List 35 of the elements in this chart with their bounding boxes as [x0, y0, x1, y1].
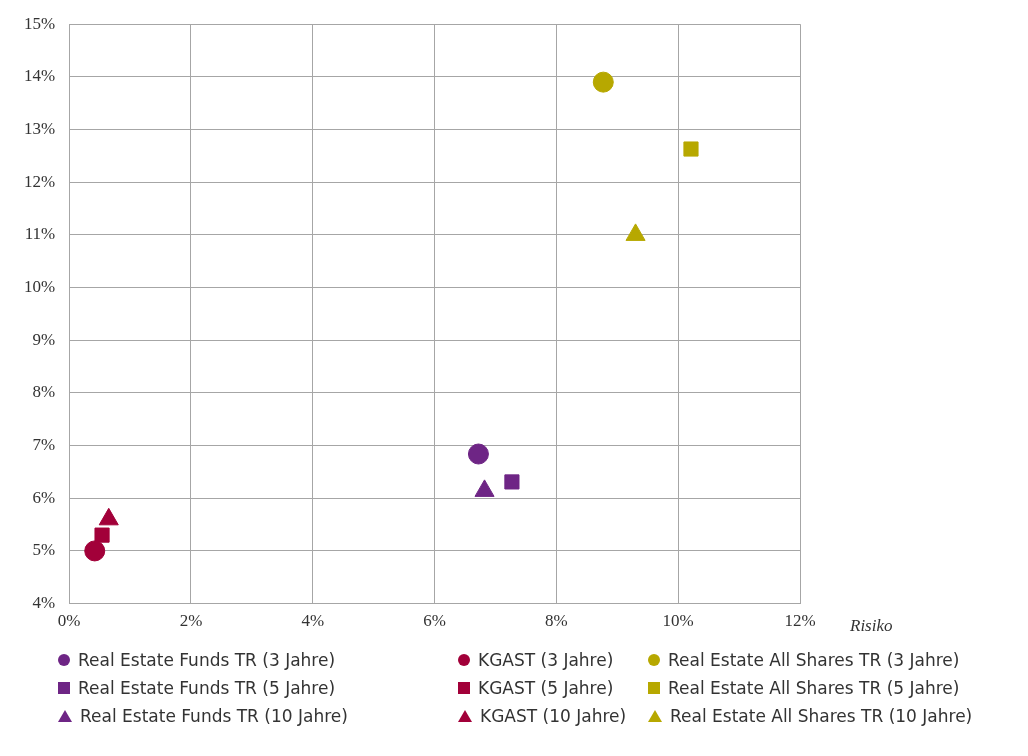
legend-label: Real Estate All Shares TR (5 Jahre) — [668, 678, 960, 698]
y-tick-label: 15% — [23, 13, 56, 33]
y-tick-label: 12% — [23, 171, 56, 191]
y-tick-label: 9% — [32, 329, 56, 349]
x-axis-title: Risiko — [849, 615, 893, 635]
legend-label: Real Estate Funds TR (3 Jahre) — [78, 650, 336, 670]
x-tick-label: 10% — [662, 611, 694, 631]
point — [467, 443, 489, 465]
point — [84, 540, 106, 562]
legend-label: Real Estate All Shares TR (10 Jahre) — [670, 706, 973, 726]
x-tick-label: 4% — [301, 611, 325, 631]
legend-label: Real Estate Funds TR (10 Jahre) — [80, 706, 348, 726]
x-tick-label: 12% — [784, 611, 816, 631]
y-tick-label: 7% — [32, 435, 56, 455]
legend-label: KGAST (3 Jahre) — [478, 650, 614, 670]
y-tick-label: 11% — [24, 224, 56, 244]
y-tick-label: 4% — [32, 593, 56, 613]
y-tick-label: 13% — [23, 119, 56, 139]
legend-label: KGAST (5 Jahre) — [478, 678, 614, 698]
y-tick-label: 5% — [32, 540, 56, 560]
point — [94, 527, 110, 543]
x-tick-label: 2% — [179, 611, 203, 631]
legend-label: Real Estate All Shares TR (3 Jahre) — [668, 650, 960, 670]
point — [592, 71, 614, 93]
x-tick-label: 6% — [423, 611, 446, 631]
point — [683, 141, 699, 157]
x-tick-label: 0% — [57, 611, 81, 631]
legend-label: Real Estate Funds TR (5 Jahre) — [78, 678, 336, 698]
point — [504, 474, 520, 490]
y-tick-label: 10% — [23, 277, 56, 297]
y-tick-label: 14% — [23, 66, 56, 86]
y-tick-label: 6% — [32, 487, 56, 507]
x-tick-label: 8% — [545, 611, 568, 631]
legend-label: KGAST (10 Jahre) — [480, 706, 627, 726]
y-tick-label: 8% — [32, 382, 56, 402]
